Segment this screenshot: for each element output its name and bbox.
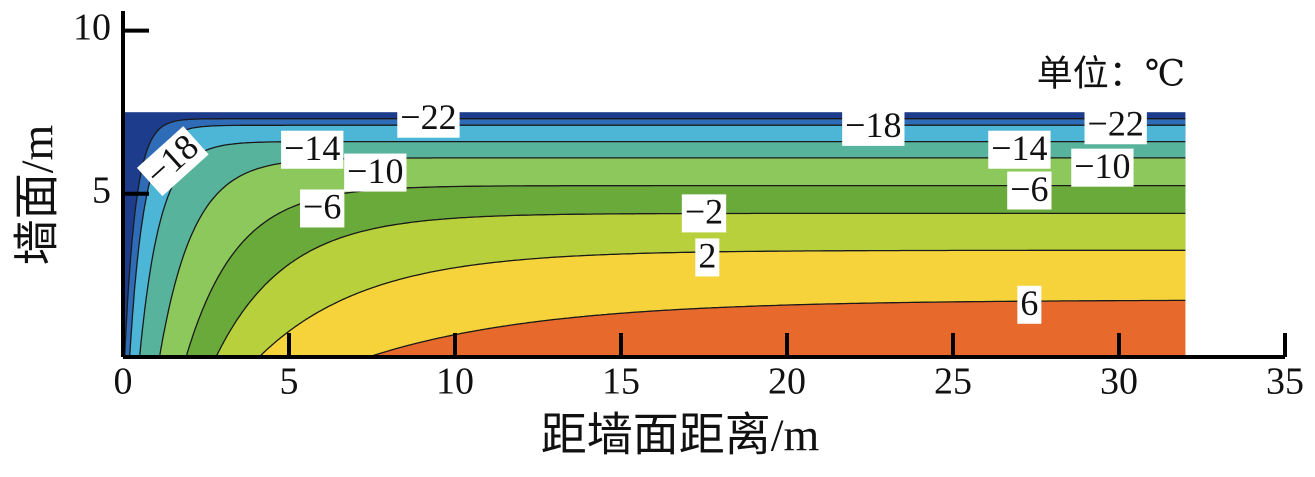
contour-label-bg: [1084, 106, 1147, 145]
y-axis-label: 墙面/m: [12, 125, 63, 266]
x-tick-label: 25: [934, 361, 972, 403]
contour-label: −10: [347, 151, 403, 191]
contour-label: −10: [1074, 146, 1130, 186]
unit-label: 单位：℃: [1037, 53, 1185, 93]
contour-line: [158, 157, 1186, 358]
contour-label-bg: [695, 238, 720, 277]
contour-label-group: −6: [300, 187, 345, 228]
contour-label: −6: [1010, 169, 1048, 209]
contour-label: −22: [400, 97, 456, 137]
contour-line: [185, 184, 1186, 358]
contour-label-group: −10: [344, 151, 407, 192]
contour-label-group: −10: [1071, 146, 1134, 187]
contour-label-bg: [344, 153, 407, 192]
contour-label-bg: [136, 126, 209, 197]
contour-label: 6: [1020, 283, 1038, 323]
contour-label-group: 6: [1017, 283, 1042, 324]
contour-label: −6: [303, 187, 341, 227]
contour-label: −18: [845, 105, 901, 145]
contour-label-bg: [300, 189, 345, 228]
contour-label-bg: [1017, 285, 1042, 324]
x-tick-label: 35: [1266, 361, 1304, 403]
contour-label-group: −6: [1007, 169, 1052, 210]
contour-label-bg: [988, 130, 1051, 169]
x-tick-label: 0: [114, 361, 133, 403]
contour-label: −2: [685, 192, 723, 232]
contour-line: [258, 249, 1186, 358]
contour-label-bg: [842, 107, 905, 146]
contour-label-group: −22: [397, 97, 460, 138]
contour-label-bg: [681, 194, 727, 233]
contour-label-group: −2: [681, 192, 727, 233]
contour-line: [368, 299, 1186, 358]
contour-label-group: −22: [1084, 104, 1147, 145]
contour-label-bg: [1071, 148, 1134, 187]
x-tick-label: 30: [1100, 361, 1138, 403]
y-tick-label: 5: [92, 170, 111, 212]
band: [368, 300, 1186, 357]
y-tick-label: 10: [73, 6, 111, 48]
contour-label-group: −18: [842, 105, 905, 146]
x-tick-label: 15: [602, 361, 640, 403]
contour-label-group: 2: [695, 236, 720, 277]
contour-label: −22: [1088, 104, 1144, 144]
contour-label-bg: [397, 99, 460, 138]
x-tick-label: 5: [280, 361, 299, 403]
contour-label: −14: [284, 128, 340, 168]
x-tick-label: 20: [768, 361, 806, 403]
contour-label-group: −14: [988, 128, 1051, 169]
contour-label-bg: [281, 130, 344, 169]
contour-label-group: −14: [281, 128, 344, 169]
x-tick-label: 10: [436, 361, 474, 403]
contour-line: [215, 212, 1186, 358]
contour-label: 2: [698, 236, 716, 276]
contour-label-bg: [1007, 171, 1052, 210]
x-axis-label: 距墙面距离/m: [541, 410, 820, 461]
contour-label: −14: [991, 128, 1047, 168]
